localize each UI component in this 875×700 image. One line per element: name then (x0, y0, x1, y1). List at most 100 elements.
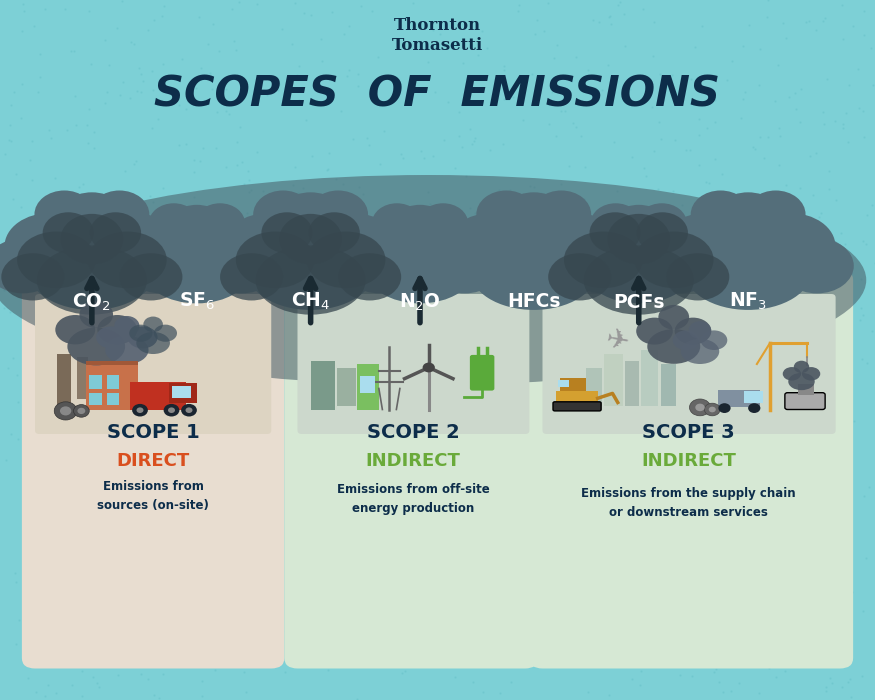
Point (842, 136, 856, 148)
Point (451, 208, 465, 219)
Point (625, 673, 639, 685)
Point (857, 490, 871, 501)
Point (598, 616, 612, 627)
Ellipse shape (279, 214, 342, 264)
Point (570, 379, 584, 390)
Point (144, 191, 158, 202)
Point (528, 480, 542, 491)
Bar (77, 357, 88, 399)
Point (81, 104, 95, 115)
Point (547, 77, 561, 88)
Point (748, 262, 762, 273)
Ellipse shape (4, 213, 96, 279)
Ellipse shape (253, 190, 313, 238)
Point (841, 573, 855, 584)
Point (337, 28, 351, 39)
Point (102, 60, 116, 71)
Point (228, 45, 242, 56)
Point (151, 114, 165, 125)
Point (112, 626, 126, 637)
Point (704, 632, 718, 643)
Point (704, 480, 718, 491)
Point (634, 665, 648, 676)
Point (713, 536, 727, 547)
Point (664, 332, 678, 344)
Point (59, 482, 73, 493)
Point (389, 335, 403, 346)
Point (802, 16, 816, 27)
Point (574, 130, 588, 141)
Point (689, 269, 703, 280)
Point (824, 239, 838, 250)
Point (184, 251, 198, 262)
Point (300, 294, 314, 305)
Point (408, 366, 422, 377)
Point (839, 108, 853, 119)
Point (296, 393, 310, 404)
Point (130, 524, 144, 536)
Point (276, 625, 290, 636)
Point (256, 461, 270, 472)
Point (623, 83, 637, 94)
Point (595, 435, 609, 446)
Point (586, 15, 600, 26)
Point (95, 379, 109, 391)
Point (244, 336, 258, 347)
Point (510, 528, 524, 539)
Ellipse shape (565, 222, 642, 277)
Point (322, 147, 336, 158)
Point (187, 191, 201, 202)
Point (546, 461, 560, 472)
Point (799, 597, 813, 608)
Point (690, 389, 704, 400)
Point (528, 181, 542, 193)
Point (67, 316, 81, 328)
Point (297, 8, 311, 19)
Point (719, 552, 733, 563)
Point (373, 514, 387, 526)
Point (726, 210, 740, 221)
Point (274, 193, 288, 204)
Point (186, 541, 200, 552)
Point (16, 0, 30, 9)
Point (189, 654, 203, 666)
Point (480, 43, 494, 54)
Point (406, 406, 420, 417)
Point (857, 6, 871, 17)
Point (644, 354, 658, 365)
Point (754, 322, 768, 333)
Point (375, 361, 389, 372)
Point (50, 545, 64, 557)
Point (10, 434, 24, 445)
Point (611, 186, 625, 197)
Point (545, 87, 559, 98)
Point (634, 679, 648, 690)
Point (209, 558, 223, 569)
Ellipse shape (166, 205, 228, 254)
Point (286, 488, 300, 499)
Point (813, 645, 827, 657)
Point (616, 323, 630, 334)
Point (503, 185, 517, 196)
Point (173, 232, 187, 243)
Ellipse shape (389, 205, 451, 254)
Point (497, 60, 511, 71)
Point (231, 225, 245, 236)
Point (290, 458, 304, 470)
Point (266, 603, 280, 614)
Point (187, 154, 201, 165)
Point (240, 312, 254, 323)
Point (800, 393, 814, 405)
Point (433, 199, 447, 210)
Point (377, 125, 391, 136)
Ellipse shape (80, 301, 113, 328)
Point (360, 449, 374, 461)
Point (277, 332, 291, 343)
Text: Emissions from
sources (on-site): Emissions from sources (on-site) (97, 480, 209, 512)
Point (727, 650, 741, 662)
Point (645, 102, 659, 113)
Point (507, 92, 521, 103)
Point (480, 371, 494, 382)
Point (237, 666, 251, 678)
Point (396, 152, 410, 163)
